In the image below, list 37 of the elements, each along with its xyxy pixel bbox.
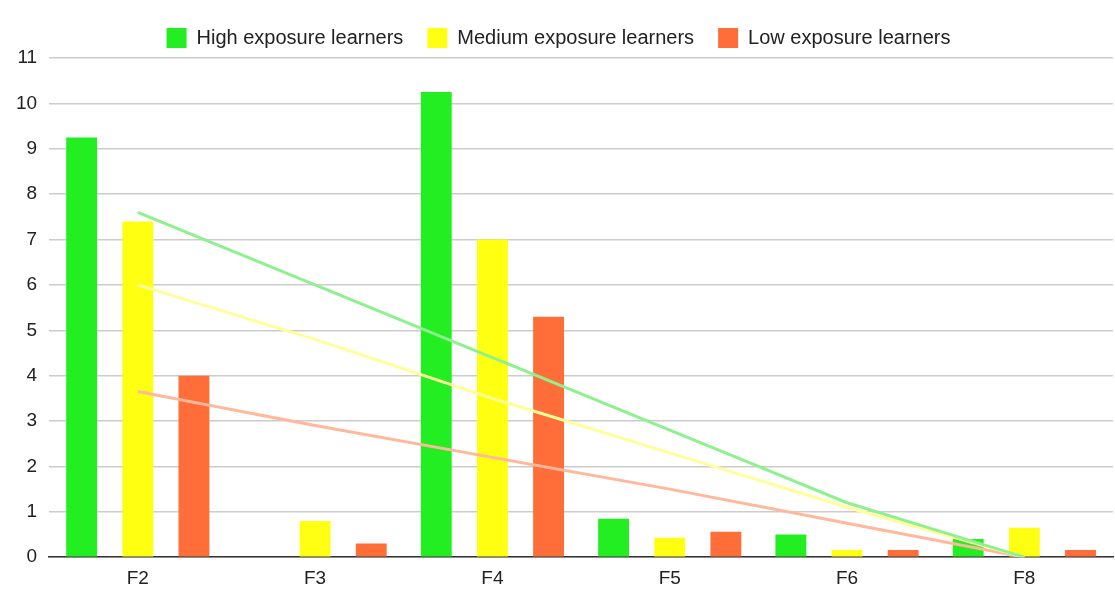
y-tick-label: 4 bbox=[26, 363, 38, 385]
bar bbox=[775, 534, 807, 557]
x-tick-label: F2 bbox=[126, 566, 149, 588]
y-tick-label: 10 bbox=[15, 91, 38, 113]
y-tick-label: 5 bbox=[26, 318, 38, 340]
y-tick-label: 3 bbox=[26, 409, 38, 431]
bar bbox=[355, 543, 387, 557]
y-tick-label: 11 bbox=[17, 46, 38, 68]
bar bbox=[887, 549, 919, 557]
bar bbox=[831, 549, 863, 557]
bar bbox=[598, 518, 630, 557]
y-tick-label: 7 bbox=[26, 227, 38, 249]
bar bbox=[66, 137, 98, 557]
bar bbox=[1008, 527, 1040, 557]
bar bbox=[122, 221, 154, 557]
bar bbox=[1065, 549, 1096, 557]
x-tick-label: F4 bbox=[481, 566, 504, 588]
y-tick-label: 0 bbox=[26, 545, 38, 567]
bar bbox=[476, 239, 508, 557]
x-tick-label: F6 bbox=[835, 566, 859, 588]
y-tick-label: 2 bbox=[26, 454, 38, 476]
x-tick-label: F3 bbox=[304, 566, 327, 588]
legend-label: Medium exposure learners bbox=[457, 25, 695, 48]
bar bbox=[710, 531, 742, 557]
bar bbox=[178, 375, 210, 557]
bar bbox=[420, 92, 452, 557]
y-tick-label: 1 bbox=[26, 500, 38, 522]
bar bbox=[299, 520, 331, 557]
bar bbox=[533, 316, 564, 557]
y-tick-label: 6 bbox=[26, 273, 38, 295]
y-tick-label: 8 bbox=[26, 182, 38, 204]
legend-label: Low exposure learners bbox=[748, 25, 951, 48]
x-tick-label: F5 bbox=[658, 566, 681, 588]
y-tick-label: 9 bbox=[26, 137, 38, 158]
bar bbox=[654, 537, 686, 557]
x-tick-label: F8 bbox=[1013, 566, 1036, 588]
legend-label: High exposure learners bbox=[196, 25, 404, 48]
